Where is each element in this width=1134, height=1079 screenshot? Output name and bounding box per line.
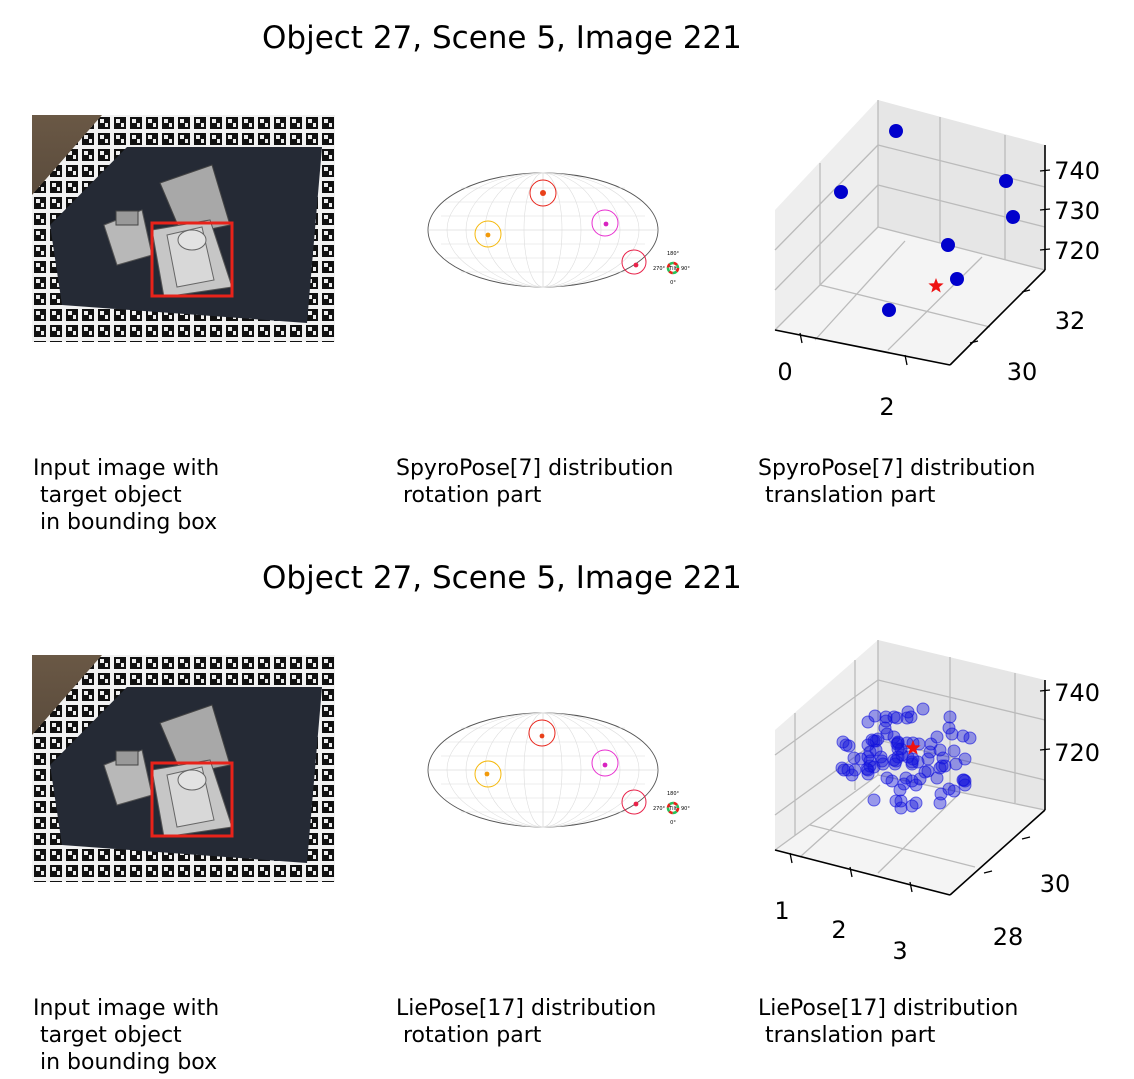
z-tick: 740: [1054, 157, 1100, 185]
scatter-point: [867, 793, 881, 807]
colorwheel-legend: 180° 270° Tilt 90° 0°: [653, 251, 690, 286]
scatter-point: [882, 303, 896, 317]
scatter-points-2: [835, 702, 977, 815]
caption-input-image-1: Input image with target object in boundi…: [33, 456, 220, 535]
ground-truth-star: [905, 740, 921, 755]
x-tick: 1: [774, 897, 789, 925]
y-tick: 30: [1040, 870, 1071, 898]
scatter-point: [999, 174, 1013, 188]
scatter-point: [835, 761, 849, 775]
y-tick: 32: [1055, 307, 1086, 335]
scatter-point: [889, 754, 903, 768]
scatter-point: [911, 755, 925, 769]
z-tick: 740: [1054, 679, 1100, 707]
scatter-point: [957, 773, 971, 787]
y-tick: 30: [1007, 358, 1038, 386]
colorwheel-right: 90°: [681, 806, 690, 812]
colorwheel-bottom: 0°: [670, 820, 676, 826]
scatter-point: [890, 711, 904, 725]
scatter-point: [909, 796, 923, 810]
colorwheel-bottom: 0°: [670, 280, 676, 286]
scatter-point: [837, 763, 851, 777]
scatter-point: [956, 729, 970, 743]
caption-translation-1: SpyroPose[7] distribution translation pa…: [758, 456, 1036, 508]
row1-title: Object 27, Scene 5, Image 221: [262, 20, 742, 56]
x-tick: 3: [892, 937, 907, 965]
scatter-point: [891, 735, 905, 749]
translation-plot-1: 740 730 720 32 30 0 2: [774, 100, 1100, 421]
scatter-point: [1006, 210, 1020, 224]
caption-rotation-2: LiePose[17] distribution rotation part: [396, 996, 657, 1048]
scatter-point: [943, 710, 957, 724]
scatter-point: [941, 238, 955, 252]
scatter-point: [949, 757, 963, 771]
rotation-plot-2: 180° 270° Tilt 90° 0°: [427, 712, 690, 828]
z-tick: 730: [1054, 197, 1100, 225]
colorwheel-left: 270°: [653, 806, 666, 812]
mollweide-grid: [427, 172, 659, 288]
scatter-point: [930, 771, 944, 785]
colorwheel-top: 180°: [667, 791, 680, 797]
translation-plot-2: 740 720 30 28 1 2 3: [774, 640, 1100, 965]
scatter-point: [958, 778, 972, 792]
row2-title: Object 27, Scene 5, Image 221: [262, 560, 742, 596]
scatter-point: [950, 272, 964, 286]
scatter-point: [921, 752, 935, 766]
z-tick: 720: [1054, 739, 1100, 767]
scatter-point: [865, 733, 879, 747]
scatter-point: [894, 801, 908, 815]
mollweide-grid: [427, 712, 659, 828]
scatter-point: [913, 772, 927, 786]
colorwheel-left: 270°: [653, 266, 666, 272]
rotation-plot-1: 180° 270° Tilt 90° 0°: [427, 172, 690, 288]
scatter-point: [834, 185, 848, 199]
scatter-point: [905, 774, 919, 788]
scatter-point: [836, 735, 850, 749]
caption-rotation-1: SpyroPose[7] distribution rotation part: [396, 456, 674, 508]
scatter-point: [885, 774, 899, 788]
caption-translation-2: LiePose[17] distribution translation par…: [758, 996, 1019, 1048]
scatter-point: [930, 730, 944, 744]
scatter-point: [848, 763, 862, 777]
scatter-point: [947, 744, 961, 758]
y-tick: 28: [993, 923, 1024, 951]
input-image-1: [32, 115, 335, 342]
scatter-point: [894, 794, 908, 808]
scatter-points-1: [834, 124, 1020, 317]
colorwheel-center: Tilt: [668, 266, 677, 272]
scatter-point: [861, 750, 875, 764]
scatter-point: [945, 727, 959, 741]
colorwheel-top: 180°: [667, 251, 680, 257]
caption-input-image-2: Input image with target object in boundi…: [33, 996, 220, 1075]
scatter-point: [880, 727, 894, 741]
colorwheel-legend: 180° 270° Tilt 90° 0°: [653, 791, 690, 826]
scatter-point: [861, 715, 875, 729]
scatter-point: [934, 787, 948, 801]
x-tick: 2: [879, 393, 894, 421]
ground-truth-star: [928, 278, 944, 293]
scatter-point: [933, 761, 947, 775]
scatter-point: [916, 702, 930, 716]
scatter-point: [901, 705, 915, 719]
colorwheel-center: Tilt: [668, 806, 677, 812]
z-tick: 720: [1054, 237, 1100, 265]
scatter-point: [947, 784, 961, 798]
scatter-point: [942, 721, 956, 735]
scatter-point: [867, 760, 881, 774]
x-tick: 0: [777, 358, 792, 386]
x-tick: 2: [831, 916, 846, 944]
scatter-point: [847, 751, 861, 765]
scatter-point: [935, 759, 949, 773]
colorwheel-right: 90°: [681, 266, 690, 272]
input-image-2: [32, 655, 335, 882]
scatter-point: [889, 124, 903, 138]
scatter-point: [933, 743, 947, 757]
scatter-point: [918, 765, 932, 779]
scatter-point: [897, 777, 911, 791]
